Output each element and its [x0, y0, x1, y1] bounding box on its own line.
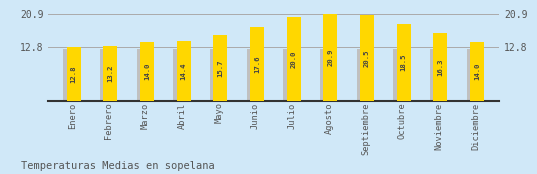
- Bar: [140, 42, 154, 101]
- Bar: [360, 15, 374, 101]
- Text: 20.9: 20.9: [328, 49, 333, 66]
- Text: 12.8: 12.8: [70, 65, 77, 83]
- Bar: [177, 41, 191, 101]
- Text: Temperaturas Medias en sopelana: Temperaturas Medias en sopelana: [21, 161, 215, 171]
- Bar: [467, 49, 475, 101]
- Bar: [67, 48, 81, 101]
- Bar: [357, 49, 365, 101]
- Bar: [210, 49, 218, 101]
- Text: 15.7: 15.7: [217, 59, 223, 77]
- Text: 17.6: 17.6: [254, 56, 260, 73]
- Bar: [63, 49, 71, 101]
- Bar: [100, 49, 108, 101]
- Bar: [433, 33, 447, 101]
- Bar: [137, 49, 145, 101]
- Text: 14.4: 14.4: [180, 62, 187, 80]
- Bar: [173, 49, 182, 101]
- Bar: [394, 49, 402, 101]
- Text: 14.0: 14.0: [144, 63, 150, 80]
- Text: 16.3: 16.3: [437, 58, 444, 76]
- Bar: [430, 49, 438, 101]
- Bar: [213, 35, 227, 101]
- Text: 14.0: 14.0: [474, 63, 480, 80]
- Text: 20.5: 20.5: [364, 49, 370, 67]
- Bar: [246, 49, 255, 101]
- Text: 18.5: 18.5: [401, 54, 407, 71]
- Text: 13.2: 13.2: [107, 65, 113, 82]
- Bar: [250, 27, 264, 101]
- Bar: [320, 49, 328, 101]
- Bar: [284, 49, 292, 101]
- Bar: [103, 46, 117, 101]
- Bar: [397, 24, 411, 101]
- Bar: [287, 17, 301, 101]
- Bar: [323, 14, 337, 101]
- Text: 20.0: 20.0: [291, 50, 296, 68]
- Bar: [470, 42, 484, 101]
